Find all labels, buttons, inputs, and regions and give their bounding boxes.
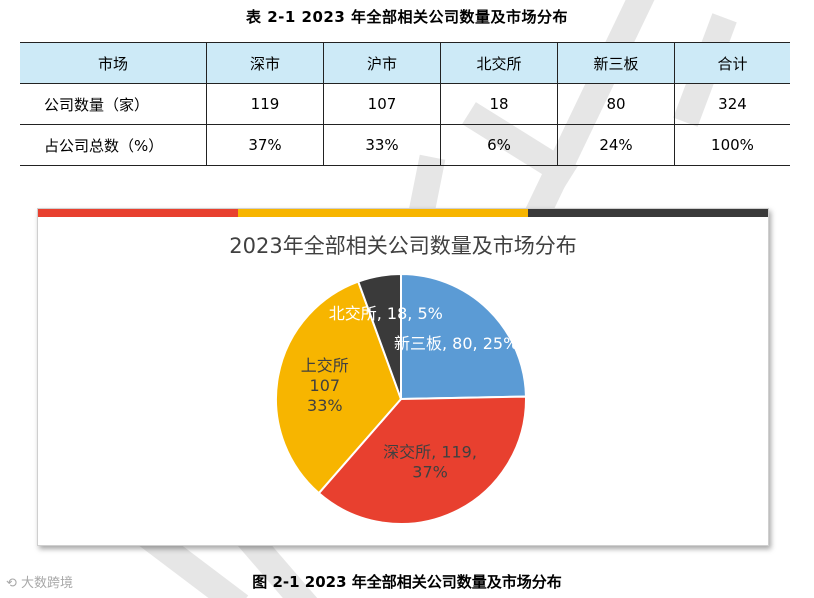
header-beijing-exchange: 北交所 bbox=[440, 42, 558, 84]
logo-icon: ⟲ bbox=[6, 576, 17, 591]
table-cell: 18 bbox=[440, 83, 558, 125]
top-color-stripe bbox=[38, 209, 768, 217]
watermark-logo: ⟲ 大数跨境 bbox=[6, 572, 73, 591]
data-label-北交所: 北交所, 18, 5% bbox=[329, 304, 443, 323]
pie-data-labels: 新三板, 80, 25% 深交所, 119, 37% 上交所 107 33% 北交所, 18… bbox=[301, 304, 518, 481]
stripe-segment bbox=[238, 209, 528, 217]
pie-slice-新三板 bbox=[400, 272, 527, 401]
table-caption: 表 2-1 2023 年全部相关公司数量及市场分布 bbox=[245, 8, 569, 26]
chart-title: 2023年全部相关公司数量及市场分布 bbox=[229, 234, 576, 258]
pie-slices bbox=[275, 272, 527, 525]
table-cell: 24% bbox=[557, 124, 675, 166]
table-cell: 37% bbox=[206, 124, 324, 166]
stripe-segment bbox=[528, 209, 768, 217]
row-label: 公司数量（家） bbox=[20, 83, 207, 125]
table-header-row: 市场 深市 沪市 北交所 新三板 合计 bbox=[20, 42, 790, 84]
pie-slice-深交所 bbox=[317, 395, 527, 525]
pie-slice-上交所 bbox=[275, 280, 403, 495]
header-shenzhen: 深市 bbox=[206, 42, 324, 84]
logo-text: 大数跨境 bbox=[21, 576, 74, 591]
header-market: 市场 bbox=[20, 42, 207, 84]
market-distribution-table: 市场 深市 沪市 北交所 新三板 合计 公司数量（家） 119 107 18 8… bbox=[20, 42, 790, 166]
table-cell: 324 bbox=[674, 83, 790, 125]
pie-chart-panel: 2023年全部相关公司数量及市场分布 新三板, 80, 25% 深交所, 119,… bbox=[37, 208, 769, 546]
table-cell: 80 bbox=[557, 83, 675, 125]
table-cell: 100% bbox=[674, 124, 790, 166]
header-total: 合计 bbox=[674, 42, 790, 84]
table-row: 占公司总数（%） 37% 33% 6% 24% 100% bbox=[20, 124, 790, 166]
data-label-深交所: 深交所, 119, 37% bbox=[383, 442, 477, 481]
pie-chart: 2023年全部相关公司数量及市场分布 新三板, 80, 25% 深交所, 119,… bbox=[38, 209, 768, 525]
table-cell: 6% bbox=[440, 124, 558, 166]
row-label: 占公司总数（%） bbox=[20, 124, 207, 166]
pie-slice-北交所 bbox=[356, 272, 402, 400]
table-row: 公司数量（家） 119 107 18 80 324 bbox=[20, 83, 790, 125]
table-cell: 107 bbox=[323, 83, 441, 125]
figure-caption: 图 2-1 2023 年全部相关公司数量及市场分布 bbox=[252, 573, 562, 591]
table-cell: 119 bbox=[206, 83, 324, 125]
data-label-新三板: 新三板, 80, 25% bbox=[394, 334, 518, 353]
header-shanghai: 沪市 bbox=[323, 42, 441, 84]
table-cell: 33% bbox=[323, 124, 441, 166]
header-neeq: 新三板 bbox=[557, 42, 675, 84]
data-label-上交所: 上交所 107 33% bbox=[301, 356, 349, 415]
stripe-segment bbox=[38, 209, 238, 217]
